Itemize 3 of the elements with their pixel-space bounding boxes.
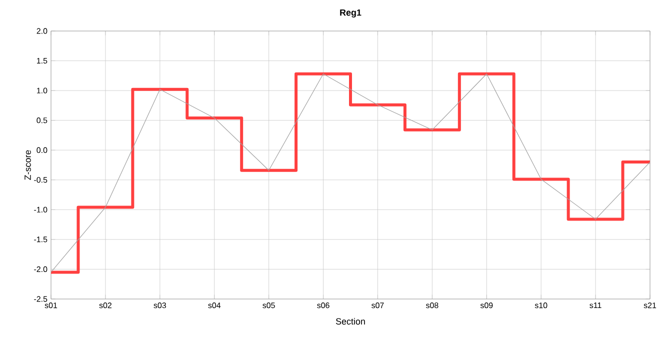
y-axis-title: Z-score xyxy=(24,150,31,180)
chart-title: Reg1 xyxy=(340,9,362,18)
x-axis-title: Section xyxy=(336,318,365,325)
